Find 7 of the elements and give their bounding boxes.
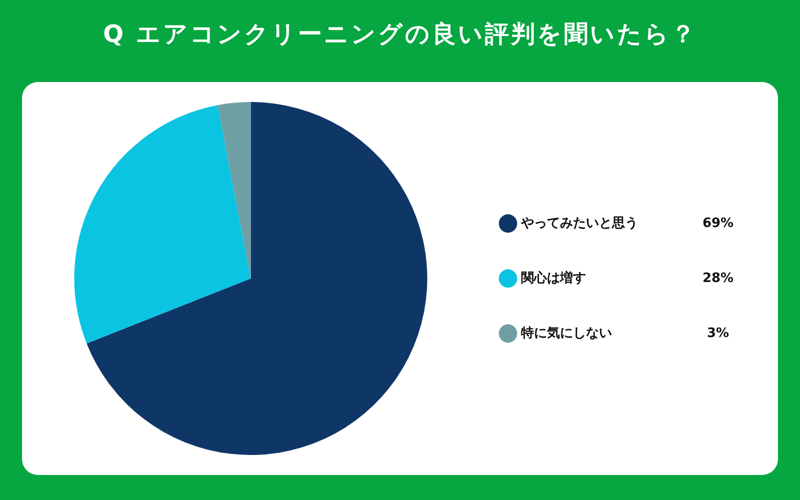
- data-label: 28%: [702, 270, 734, 286]
- legend-label: やってみたいと思う: [520, 216, 638, 231]
- legend-label: 関心は増す: [521, 270, 586, 286]
- data-label: 3%: [706, 326, 730, 341]
- chart-title: Q エアコンクリーニングの良い評判を聞いたら？: [102, 19, 698, 50]
- data-label: 69%: [702, 216, 734, 231]
- legend-label: 特に気にしない: [520, 326, 612, 341]
